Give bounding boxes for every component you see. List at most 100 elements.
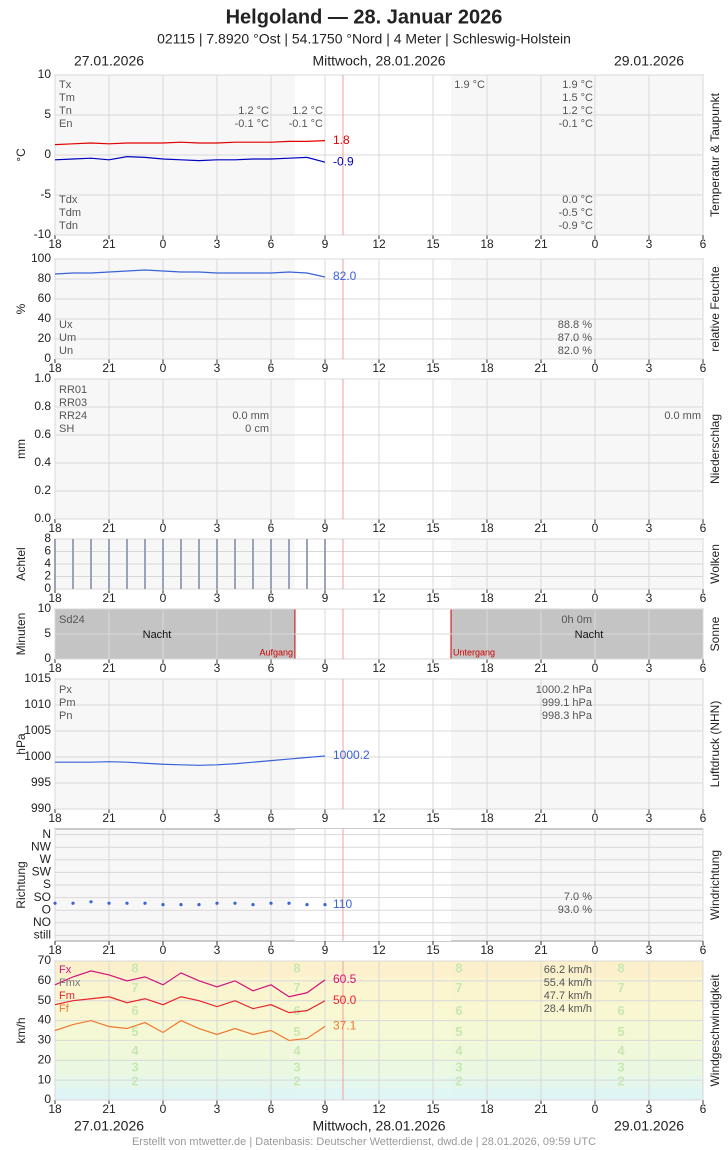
beaufort-label: 4: [455, 1043, 463, 1058]
x-tick-label: 12: [372, 1102, 386, 1116]
x-tick-label: 0: [592, 237, 599, 251]
annotation: SH: [59, 423, 74, 435]
x-tick-label: 0: [160, 1102, 167, 1116]
annotation: 0h 0m: [561, 614, 592, 626]
beaufort-label: 3: [131, 1060, 138, 1075]
x-tick-label: 9: [322, 237, 329, 251]
day-area: [294, 679, 451, 809]
annotation: Untergang: [453, 647, 495, 657]
side-label: relative Feuchte: [708, 266, 722, 352]
bar: [306, 539, 308, 589]
annotation: 0.0 °C: [562, 194, 593, 206]
annotation: Pn: [59, 710, 72, 722]
x-tick-label: 0: [592, 811, 599, 825]
y-tick-label: 5: [44, 107, 51, 121]
x-tick-label: 3: [214, 521, 221, 535]
annotation: 1.9 °C: [562, 79, 593, 91]
beaufort-label: 3: [293, 1060, 300, 1075]
beaufort-label: 7: [293, 980, 300, 995]
y-tick-label: 100: [31, 251, 51, 265]
bar: [108, 539, 110, 589]
x-tick-label: 21: [102, 943, 116, 957]
annotation: Nacht: [143, 629, 172, 641]
x-tick-label: 3: [214, 661, 221, 675]
x-tick-label: 18: [480, 943, 494, 957]
x-tick-label: 6: [700, 237, 707, 251]
annotation: -0.1 °C: [235, 118, 269, 130]
x-tick-label: 15: [426, 521, 440, 535]
x-tick-label: 3: [214, 361, 221, 375]
y-tick-label: 0.2: [34, 483, 51, 497]
x-tick-label: 21: [534, 237, 548, 251]
bar: [324, 539, 326, 589]
x-tick-label: 0: [592, 591, 599, 605]
x-tick-label: 6: [268, 521, 275, 535]
y-tick-label: NO: [33, 915, 51, 929]
annotation: 0.0 mm: [664, 410, 701, 422]
x-tick-label: 6: [700, 591, 707, 605]
y-tick-label: 2: [44, 569, 51, 583]
bar: [234, 539, 236, 589]
y-axis-label: km/h: [14, 1017, 28, 1043]
annotation: 82.0 %: [558, 345, 592, 357]
x-tick-label: 6: [700, 811, 707, 825]
x-tick-label: 15: [426, 811, 440, 825]
annotation: -0.1 °C: [559, 118, 593, 130]
x-tick-label: 3: [214, 943, 221, 957]
x-tick-label: 0: [592, 1102, 599, 1116]
y-tick-label: 10: [38, 601, 52, 615]
annotation: RR01: [59, 384, 87, 396]
x-tick-label: 3: [646, 661, 653, 675]
x-tick-label: 0: [160, 661, 167, 675]
x-tick-label: 18: [48, 521, 62, 535]
x-tick-label: 18: [48, 591, 62, 605]
y-tick-label: 0.0: [34, 511, 51, 525]
beaufort-label: 6: [293, 1003, 300, 1018]
y-tick-label: 0: [44, 147, 51, 161]
y-tick-label: W: [40, 852, 52, 866]
annotation: Pm: [59, 697, 76, 709]
direction-dot: [161, 903, 165, 907]
end-value-label: 1.8: [333, 133, 350, 147]
y-tick-label: 70: [38, 953, 52, 967]
annotation: -0.9 °C: [559, 220, 593, 232]
annotation: Px: [59, 684, 72, 696]
x-tick-label: 0: [160, 361, 167, 375]
x-tick-label: 18: [480, 521, 494, 535]
y-tick-label: still: [34, 928, 51, 942]
y-tick-label: 1000: [24, 749, 51, 763]
y-tick-label: -5: [40, 187, 51, 201]
annotation: 0 cm: [245, 423, 269, 435]
x-tick-label: 6: [700, 1102, 707, 1116]
x-tick-label: 0: [160, 591, 167, 605]
x-tick-label: 21: [102, 521, 116, 535]
beaufort-label: 2: [617, 1074, 624, 1089]
x-tick-label: 0: [592, 361, 599, 375]
beaufort-label: 6: [131, 1003, 138, 1018]
series-line: [54, 970, 326, 998]
y-axis-label: Achtel: [14, 547, 28, 580]
date-label: 29.01.2026: [614, 1118, 684, 1134]
x-tick-label: 12: [372, 237, 386, 251]
annotation: 66.2 km/h: [544, 964, 592, 976]
x-tick-label: 0: [160, 811, 167, 825]
x-tick-label: 18: [480, 361, 494, 375]
bar: [288, 539, 290, 589]
annotation: Nacht: [575, 629, 604, 641]
x-tick-label: 3: [214, 591, 221, 605]
x-tick-label: 12: [372, 943, 386, 957]
bar: [144, 539, 146, 589]
y-tick-label: -10: [34, 227, 52, 241]
y-tick-label: S: [43, 877, 51, 891]
series-line: [54, 1019, 326, 1042]
annotation: Tx: [59, 79, 72, 91]
annotation: 47.7 km/h: [544, 990, 592, 1002]
series-line: [55, 755, 326, 766]
side-label: Windgeschwindigkeit: [708, 974, 722, 1087]
y-tick-label: 0.6: [34, 427, 51, 441]
annotation: RR03: [59, 397, 87, 409]
direction-dot: [251, 903, 255, 907]
end-value-label: 110: [333, 897, 352, 911]
annotation: 1.2 °C: [238, 105, 269, 117]
